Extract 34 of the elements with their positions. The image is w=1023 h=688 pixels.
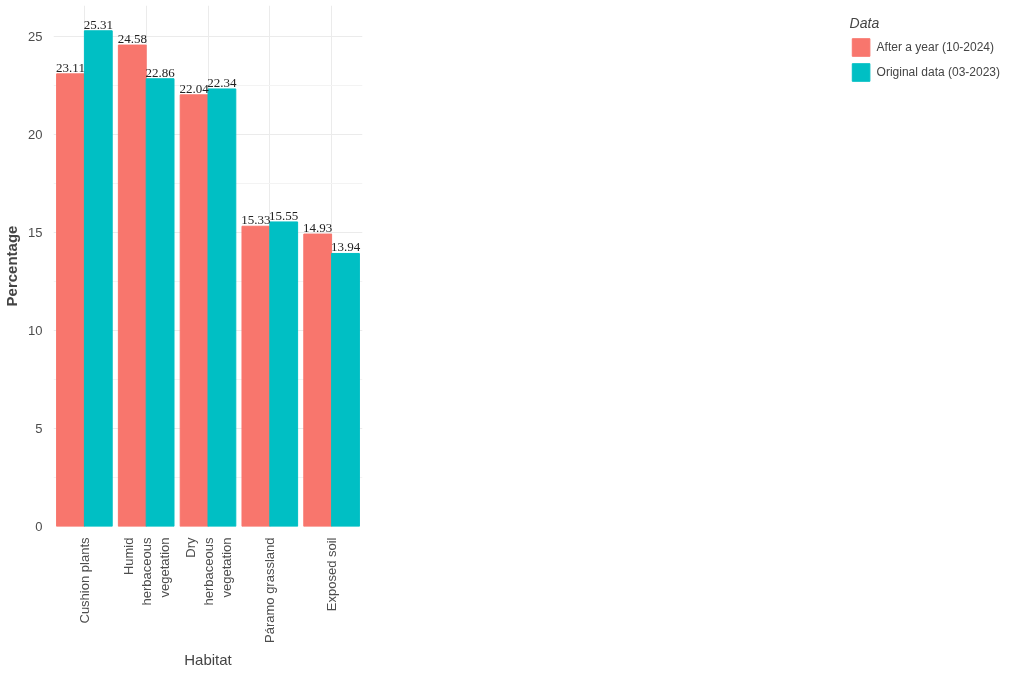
bar — [56, 73, 85, 527]
data-label: 15.33 — [241, 212, 271, 228]
bar — [331, 252, 360, 527]
y-tick-label: 5 — [35, 421, 43, 437]
bar — [303, 233, 333, 527]
y-axis-title: Percentage — [3, 225, 21, 307]
data-label: 22.34 — [207, 74, 238, 90]
x-tick-label: Exposed soil — [324, 537, 340, 612]
y-tick-label: 10 — [28, 323, 43, 339]
bar — [83, 30, 113, 527]
data-label: 14.93 — [303, 220, 333, 236]
bar — [145, 78, 175, 527]
y-tick-label: 20 — [28, 127, 43, 143]
x-axis-title: Habitat — [184, 651, 233, 668]
data-label: 13.94 — [330, 239, 361, 255]
bar — [179, 94, 209, 527]
legend-title: Data — [849, 15, 881, 31]
bar — [241, 225, 271, 527]
x-tick-label: Páramo grassland — [262, 537, 278, 643]
y-tick-label: 15 — [28, 225, 43, 241]
data-label: 15.55 — [269, 207, 299, 223]
legend-label: Original data (03-2023) — [876, 65, 1000, 79]
bar — [269, 221, 299, 527]
x-tick-label: Humid herbaceous vegetation — [120, 537, 172, 606]
legend-label: After a year (10-2024) — [876, 40, 994, 54]
data-label: 25.31 — [83, 16, 113, 32]
data-label: 22.86 — [145, 64, 176, 80]
data-label: 24.58 — [117, 31, 147, 47]
data-label: 23.11 — [56, 59, 85, 75]
bar — [207, 88, 237, 527]
y-tick-label: 0 — [35, 519, 43, 534]
y-tick-label: 25 — [28, 29, 43, 45]
x-tick-label: Cushion plants — [76, 537, 92, 624]
bar — [117, 44, 147, 527]
